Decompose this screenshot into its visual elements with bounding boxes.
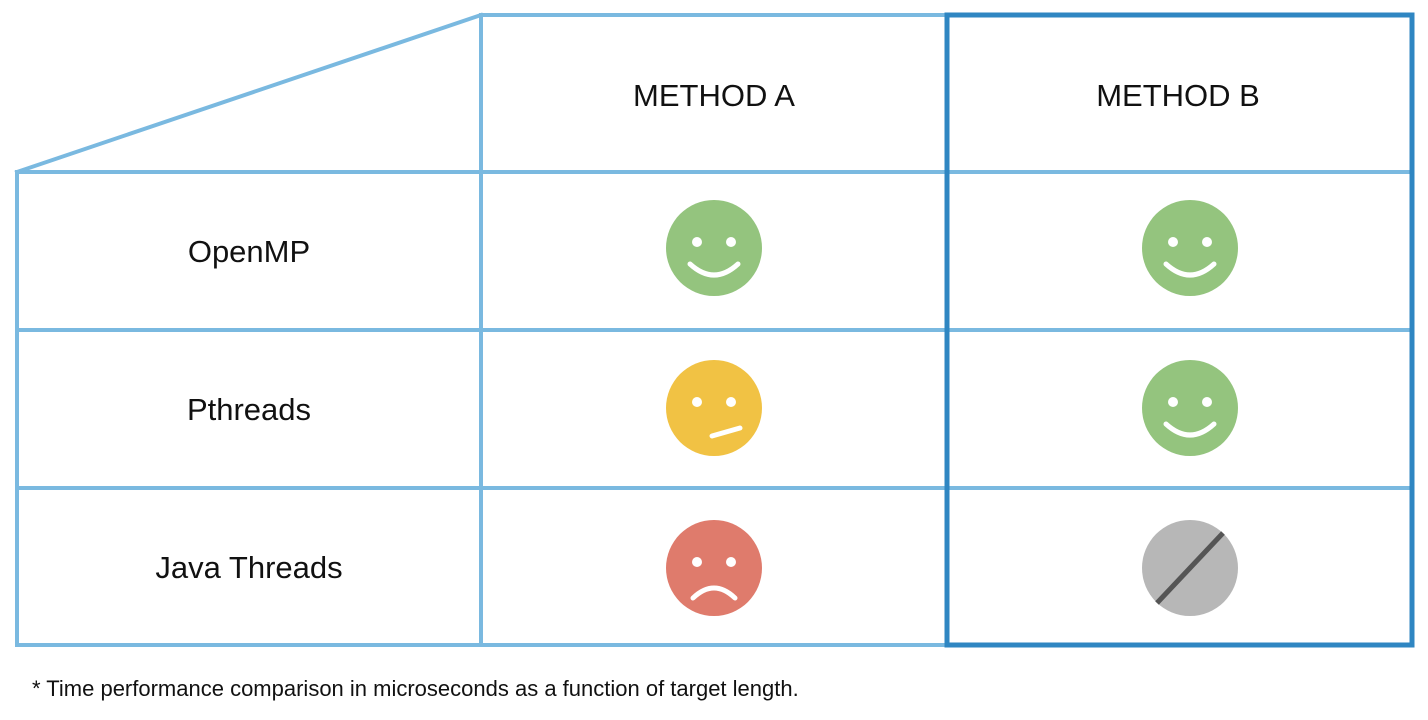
footnote: * Time performance comparison in microse… [32,676,799,701]
slash-mark [1155,531,1225,605]
flat-mouth [709,425,743,439]
rating-icons [666,200,1238,616]
face-circle [666,200,762,296]
row-header-java-threads: Java Threads [155,550,342,585]
smile-mouth [1163,261,1217,278]
left-eye [692,237,702,247]
not-applicable-icon [1142,520,1238,616]
left-eye [1168,237,1178,247]
right-eye [1202,397,1212,407]
face-circle [666,520,762,616]
smile-mouth [1163,421,1217,438]
neutral-face-icon [666,360,762,456]
column-header-method-b: METHOD B [1096,78,1260,113]
face-circle [1142,200,1238,296]
left-eye [692,557,702,567]
smiling-face-icon [1142,200,1238,296]
frown-mouth [690,585,738,601]
left-eye [692,397,702,407]
right-eye [726,397,736,407]
highlighted-column-border [944,12,1415,648]
smiling-face-icon [666,200,762,296]
table-grid [14,12,1415,648]
column-header-method-a: METHOD A [633,78,795,113]
face-circle [1142,360,1238,456]
right-eye [726,557,736,567]
right-eye [726,237,736,247]
smile-mouth [687,261,741,278]
right-eye [1202,237,1212,247]
row-header-pthreads: Pthreads [187,392,311,427]
face-circle [666,360,762,456]
frowning-face-icon [666,520,762,616]
row-header-openmp: OpenMP [188,234,310,269]
corner-diagonal-line [14,12,484,175]
smiling-face-icon [1142,360,1238,456]
left-eye [1168,397,1178,407]
